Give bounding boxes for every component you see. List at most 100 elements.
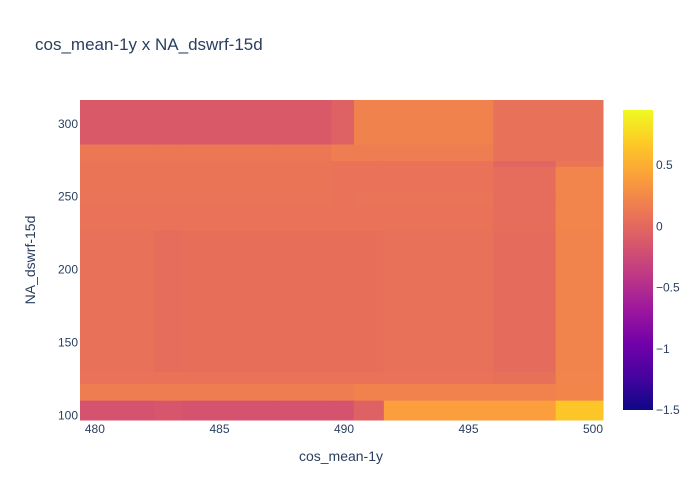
heatmap-cell (353, 166, 385, 193)
heatmap-cell (276, 160, 333, 167)
heatmap-cell (493, 230, 557, 373)
heatmap-cell (383, 166, 494, 193)
heatmap-cell (555, 144, 604, 161)
heatmap-cell (154, 205, 183, 231)
heatmap-cell (493, 160, 557, 167)
heatmap-cell (182, 205, 278, 231)
heatmap-cell (493, 383, 557, 401)
x-axis-ticks: 480 485 490 495 500 (85, 422, 603, 436)
heatmap-cell (154, 166, 183, 193)
heatmap-cell (182, 371, 278, 385)
heatmap-cell (383, 371, 494, 385)
colorbar-tick-label: 0.5 (656, 158, 673, 172)
heatmap-cell (383, 100, 494, 145)
colorbar-tick-label: −1 (656, 342, 670, 356)
heatmap-cell (331, 192, 355, 206)
colorbar (623, 110, 653, 410)
heatmap-cell (493, 192, 557, 206)
heatmap-cell (555, 371, 604, 385)
heatmap-cell (276, 400, 333, 421)
heatmap-cell (555, 205, 604, 231)
heatmap-cell (493, 371, 557, 385)
heatmap-cell (154, 144, 183, 161)
heatmap-cell (353, 230, 385, 373)
heatmap-cell (80, 400, 156, 421)
heatmap-cell (182, 160, 278, 167)
x-tick-label: 490 (334, 422, 354, 436)
heatmap-cell (555, 383, 604, 401)
heatmap-cell (383, 192, 494, 206)
heatmap-cell (276, 166, 333, 193)
heatmap-cell (154, 400, 183, 421)
x-tick-label: 485 (209, 422, 229, 436)
heatmap-cell (276, 192, 333, 206)
heatmap-cell (353, 383, 385, 401)
heatmap-cell (383, 160, 494, 167)
x-tick-label: 500 (583, 422, 603, 436)
heatmap-cell (276, 383, 333, 401)
heatmap-cell (383, 383, 494, 401)
heatmap-cell (276, 205, 333, 231)
y-tick-label: 100 (58, 408, 78, 422)
y-tick-label: 300 (58, 117, 78, 131)
heatmap-cell (80, 205, 156, 231)
colorbar-tick-label: −0.5 (656, 281, 680, 295)
heatmap-cell (80, 192, 156, 206)
heatmap-cell (353, 400, 385, 421)
heatmap-cell (331, 160, 355, 167)
heatmap-cell (154, 230, 183, 373)
y-tick-label: 200 (58, 263, 78, 277)
heatmap-cell (383, 205, 494, 231)
heatmap-cell (555, 400, 604, 421)
heatmap-cell (493, 166, 557, 193)
heatmap-cell (353, 160, 385, 167)
heatmap-cell (276, 371, 333, 385)
heatmap-cell (331, 230, 355, 373)
heatmap-cell (493, 400, 557, 421)
heatmap-cell (182, 100, 278, 145)
heatmap-cell (276, 144, 333, 161)
heatmap-cell (331, 205, 355, 231)
heatmap-cell (80, 230, 156, 373)
heatmap-cell (80, 100, 156, 145)
heatmap-cell (154, 383, 183, 401)
heatmap-cell (383, 230, 494, 373)
heatmap-cell (331, 371, 355, 385)
heatmap-cells (80, 100, 604, 421)
y-axis-ticks: 100 150 200 250 300 (58, 117, 78, 422)
heatmap-cell (276, 230, 333, 373)
heatmap-cell (182, 192, 278, 206)
chart-title: cos_mean-1y x NA_dswrf-15d (35, 35, 263, 54)
heatmap-cell (182, 166, 278, 193)
heatmap-cell (80, 144, 156, 161)
heatmap-cell (383, 144, 494, 161)
heatmap-cell (555, 230, 604, 373)
colorbar-tick-label: 0 (656, 219, 663, 233)
heatmap-cell (493, 144, 557, 161)
x-tick-label: 495 (458, 422, 478, 436)
heatmap-cell (182, 230, 278, 373)
heatmap-cell (353, 205, 385, 231)
heatmap-cell (331, 400, 355, 421)
heatmap-cell (331, 144, 355, 161)
x-axis-label: cos_mean-1y (299, 448, 383, 464)
heatmap-cell (383, 400, 494, 421)
heatmap-cell (80, 371, 156, 385)
colorbar-tick-label: −1.5 (656, 403, 680, 417)
heatmap-cell (80, 160, 156, 167)
heatmap-cell (555, 166, 604, 193)
heatmap-cell (353, 100, 385, 145)
heatmap-cell (353, 192, 385, 206)
heatmap-cell (154, 100, 183, 145)
y-tick-label: 150 (58, 335, 78, 349)
heatmap-cell (154, 160, 183, 167)
heatmap-cell (80, 166, 156, 193)
heatmap-cell (555, 192, 604, 206)
y-axis-label: NA_dswrf-15d (22, 216, 38, 305)
y-tick-label: 250 (58, 190, 78, 204)
heatmap-cell (493, 205, 557, 231)
heatmap-cell (555, 160, 604, 167)
heatmap-cell (331, 100, 355, 145)
heatmap-cell (353, 144, 385, 161)
heatmap-cell (182, 383, 278, 401)
